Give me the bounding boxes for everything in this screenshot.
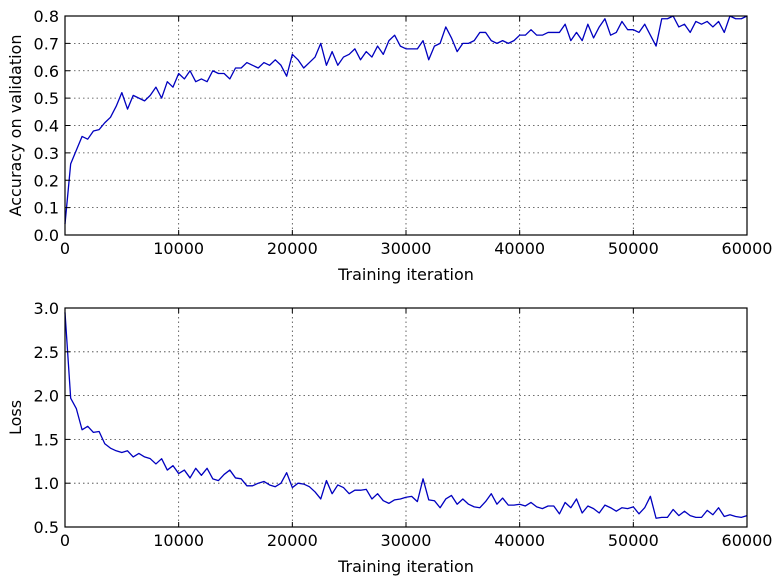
loss-y-tick-label: 3.0 [34,299,59,318]
accuracy-x-tick-label: 20000 [267,239,318,258]
accuracy-y-axis-label: Accuracy on validation [6,35,25,217]
accuracy-y-tick-label: 0.3 [34,144,59,163]
accuracy-y-tick-label: 0.5 [34,89,59,108]
loss-x-tick-label: 10000 [153,531,204,550]
accuracy-x-tick-label: 0 [60,239,70,258]
accuracy-y-tick-label: 0.0 [34,226,59,245]
loss-y-tick-label: 1.0 [34,474,59,493]
accuracy-x-tick-label: 30000 [381,239,432,258]
accuracy-series-line [64,15,748,225]
loss-x-tick-label: 0 [60,531,70,550]
loss-x-tick-label: 40000 [494,531,545,550]
accuracy-x-tick-label: 10000 [153,239,204,258]
loss-y-tick-label: 1.5 [34,430,59,449]
accuracy-y-tick-label: 0.6 [34,62,59,81]
accuracy-y-tick-label: 0.7 [34,34,59,53]
accuracy-x-axis-label: Training iteration [337,265,474,284]
loss-y-tick-label: 0.5 [34,518,59,537]
accuracy-y-tick-label: 0.4 [34,117,59,136]
accuracy-y-tick-label: 0.1 [34,199,59,218]
accuracy-x-tick-label: 60000 [722,239,773,258]
loss-x-tick-label: 50000 [608,531,659,550]
accuracy-x-tick-label: 50000 [608,239,659,258]
loss-y-tick-label: 2.0 [34,387,59,406]
accuracy-y-tick-label: 0.2 [34,171,59,190]
loss-x-tick-label: 30000 [381,531,432,550]
accuracy-x-tick-label: 40000 [494,239,545,258]
loss-series-line [64,312,748,519]
loss-y-axis-label: Loss [6,400,25,435]
accuracy-y-tick-label: 0.8 [34,7,59,26]
loss-x-tick-label: 60000 [722,531,773,550]
loss-x-tick-label: 20000 [267,531,318,550]
loss-y-tick-label: 2.5 [34,343,59,362]
loss-x-axis-label: Training iteration [337,557,474,576]
